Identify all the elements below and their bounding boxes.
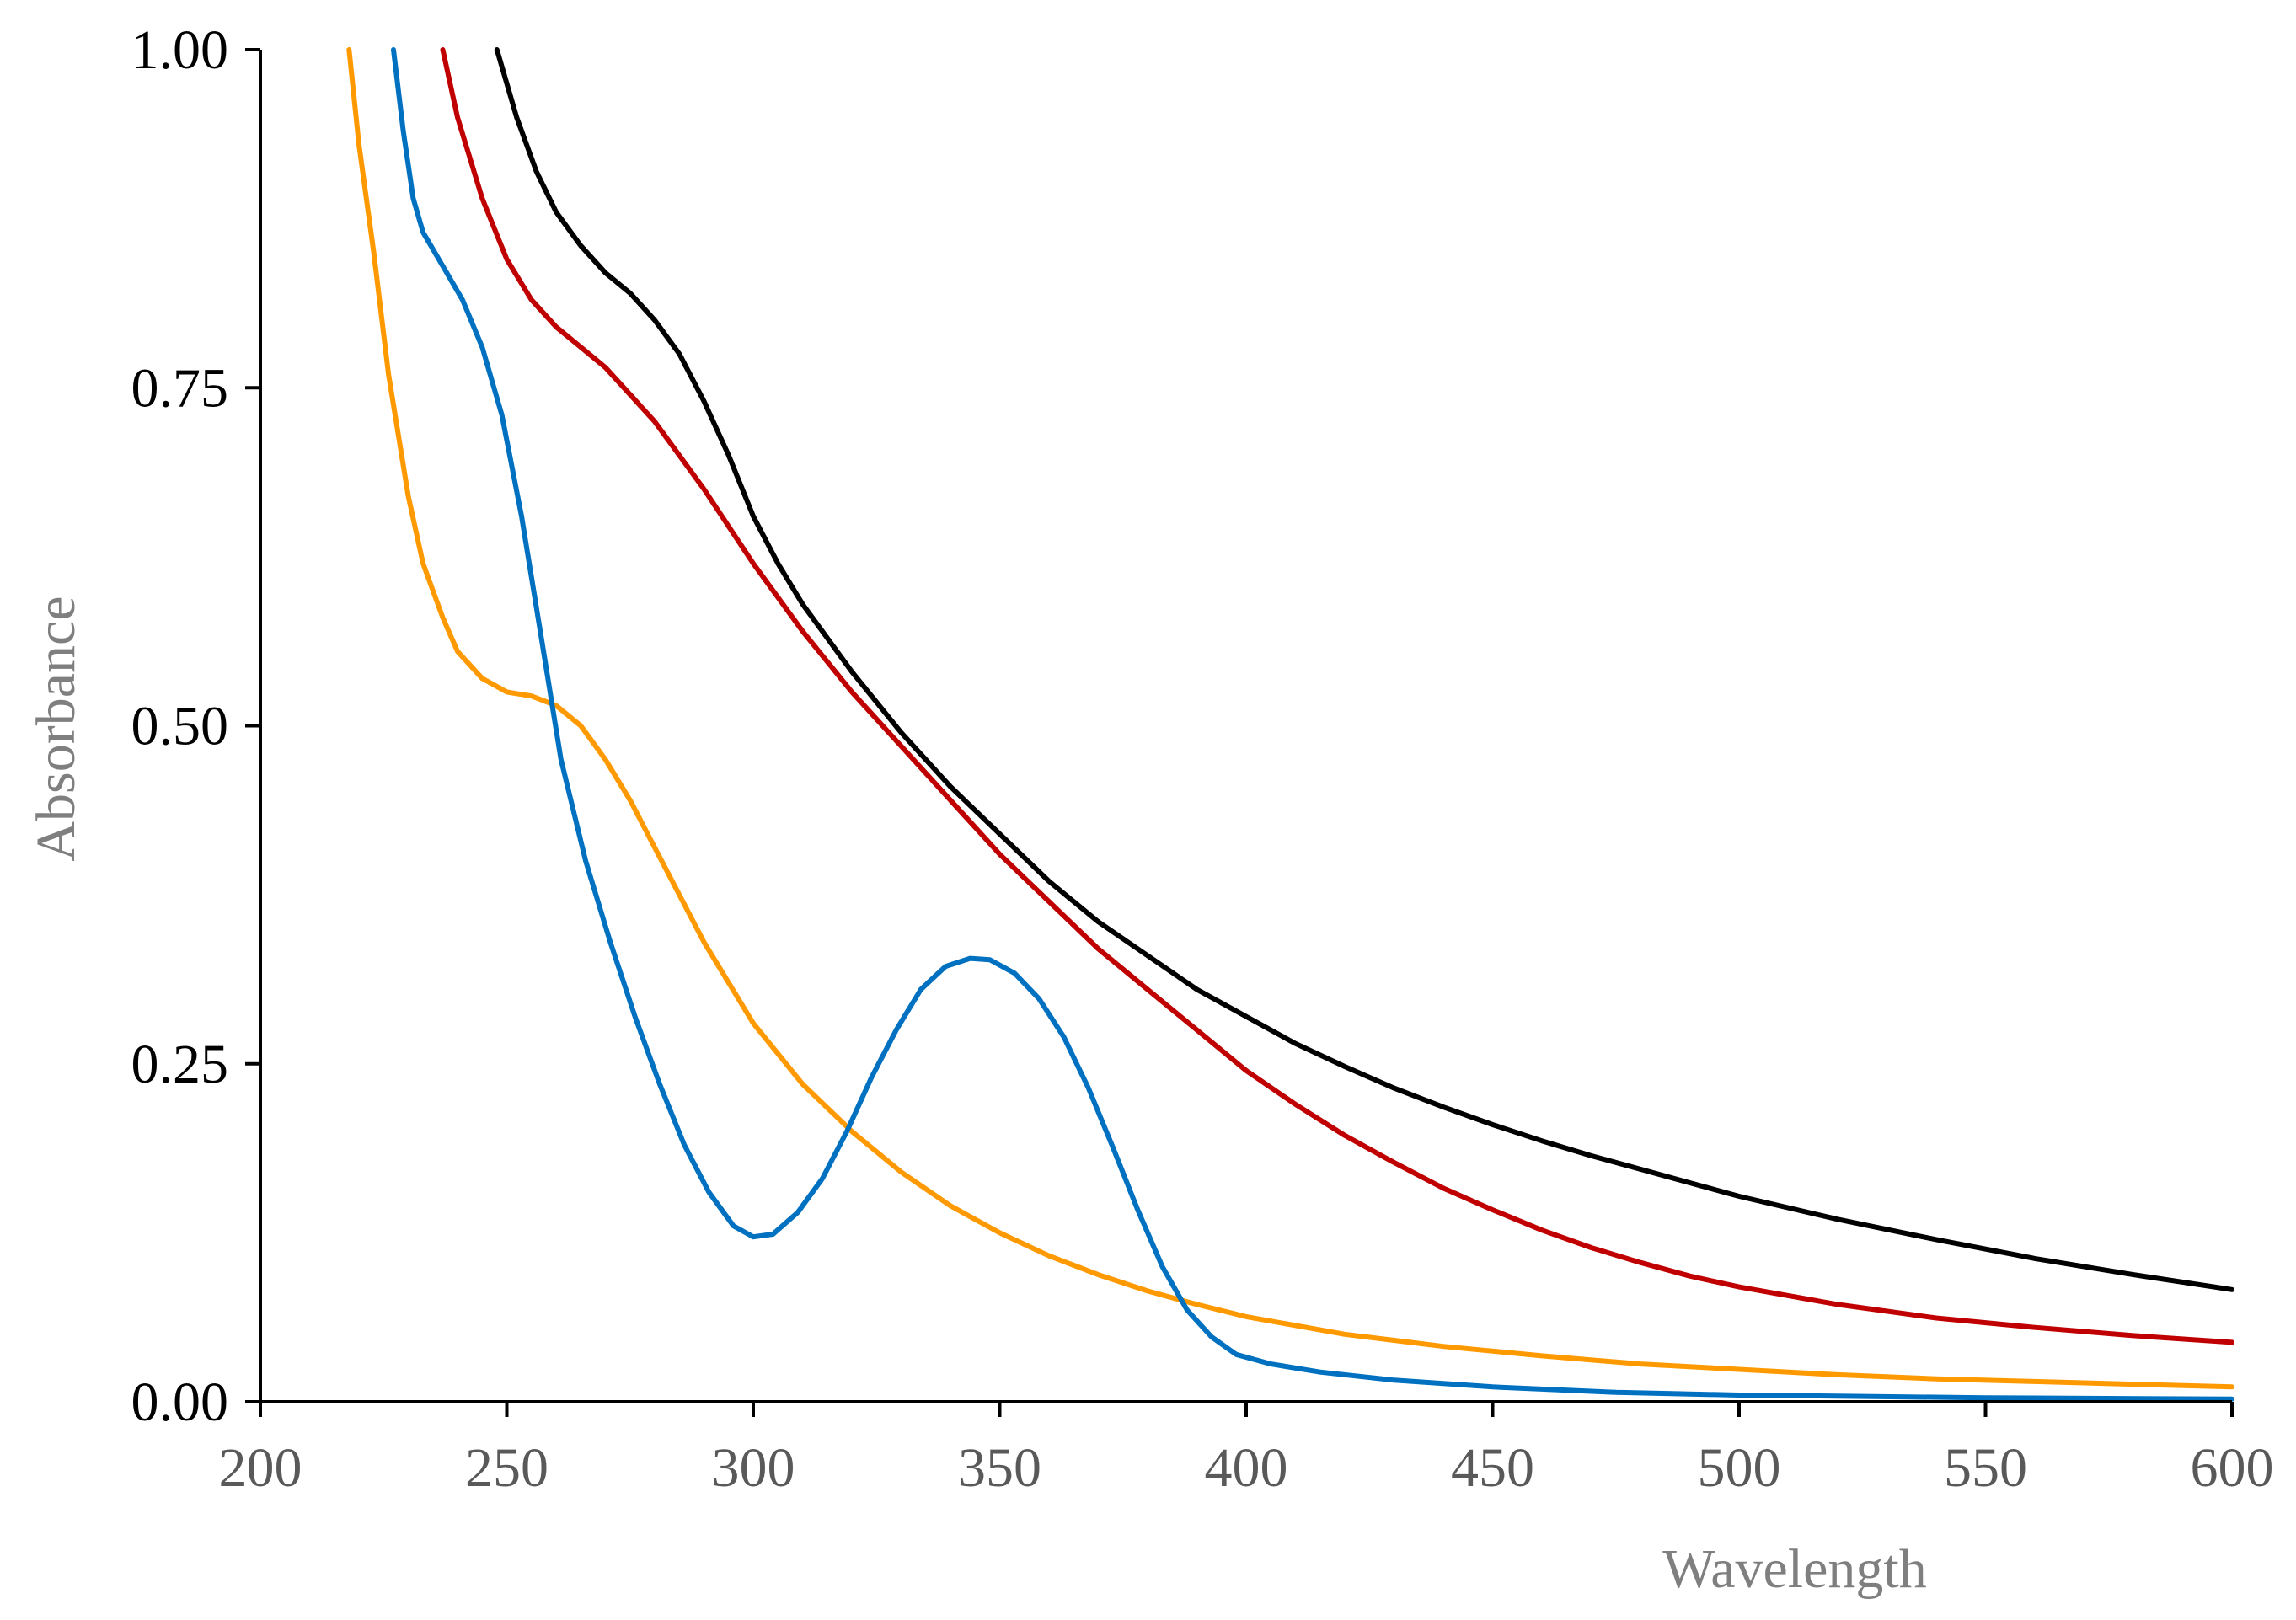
x-tick-label: 300 [712,1437,795,1499]
y-tick-label: 0.75 [131,357,229,419]
x-axis-title: Wavelength [1662,1538,1927,1600]
y-ticks: 0.00 0.25 0.50 0.75 1.00 [131,19,260,1433]
series-line-orange [346,47,2234,1390]
y-axis-title: Absorbance [25,596,87,861]
y-tick-label: 0.25 [131,1034,229,1095]
x-tick-label: 400 [1205,1437,1288,1499]
y-tick-label: 0.00 [131,1371,229,1433]
x-tick-label: 200 [219,1437,302,1499]
x-tick-label: 450 [1451,1437,1534,1499]
y-tick-label: 1.00 [131,19,229,81]
series-line-black [494,47,2234,1292]
x-tick-label: 250 [465,1437,549,1499]
x-tick-label: 350 [958,1437,1041,1499]
x-tick-label: 500 [1698,1437,1781,1499]
series-line-blue [391,47,2234,1402]
series-line-red [440,47,2234,1345]
series-layer [346,47,2234,1402]
x-tick-label: 550 [1944,1437,2027,1499]
x-ticks: 200 250 300 350 400 450 500 550 600 [219,1402,2274,1499]
y-tick-label: 0.50 [131,696,229,757]
x-tick-label: 600 [2191,1437,2274,1499]
